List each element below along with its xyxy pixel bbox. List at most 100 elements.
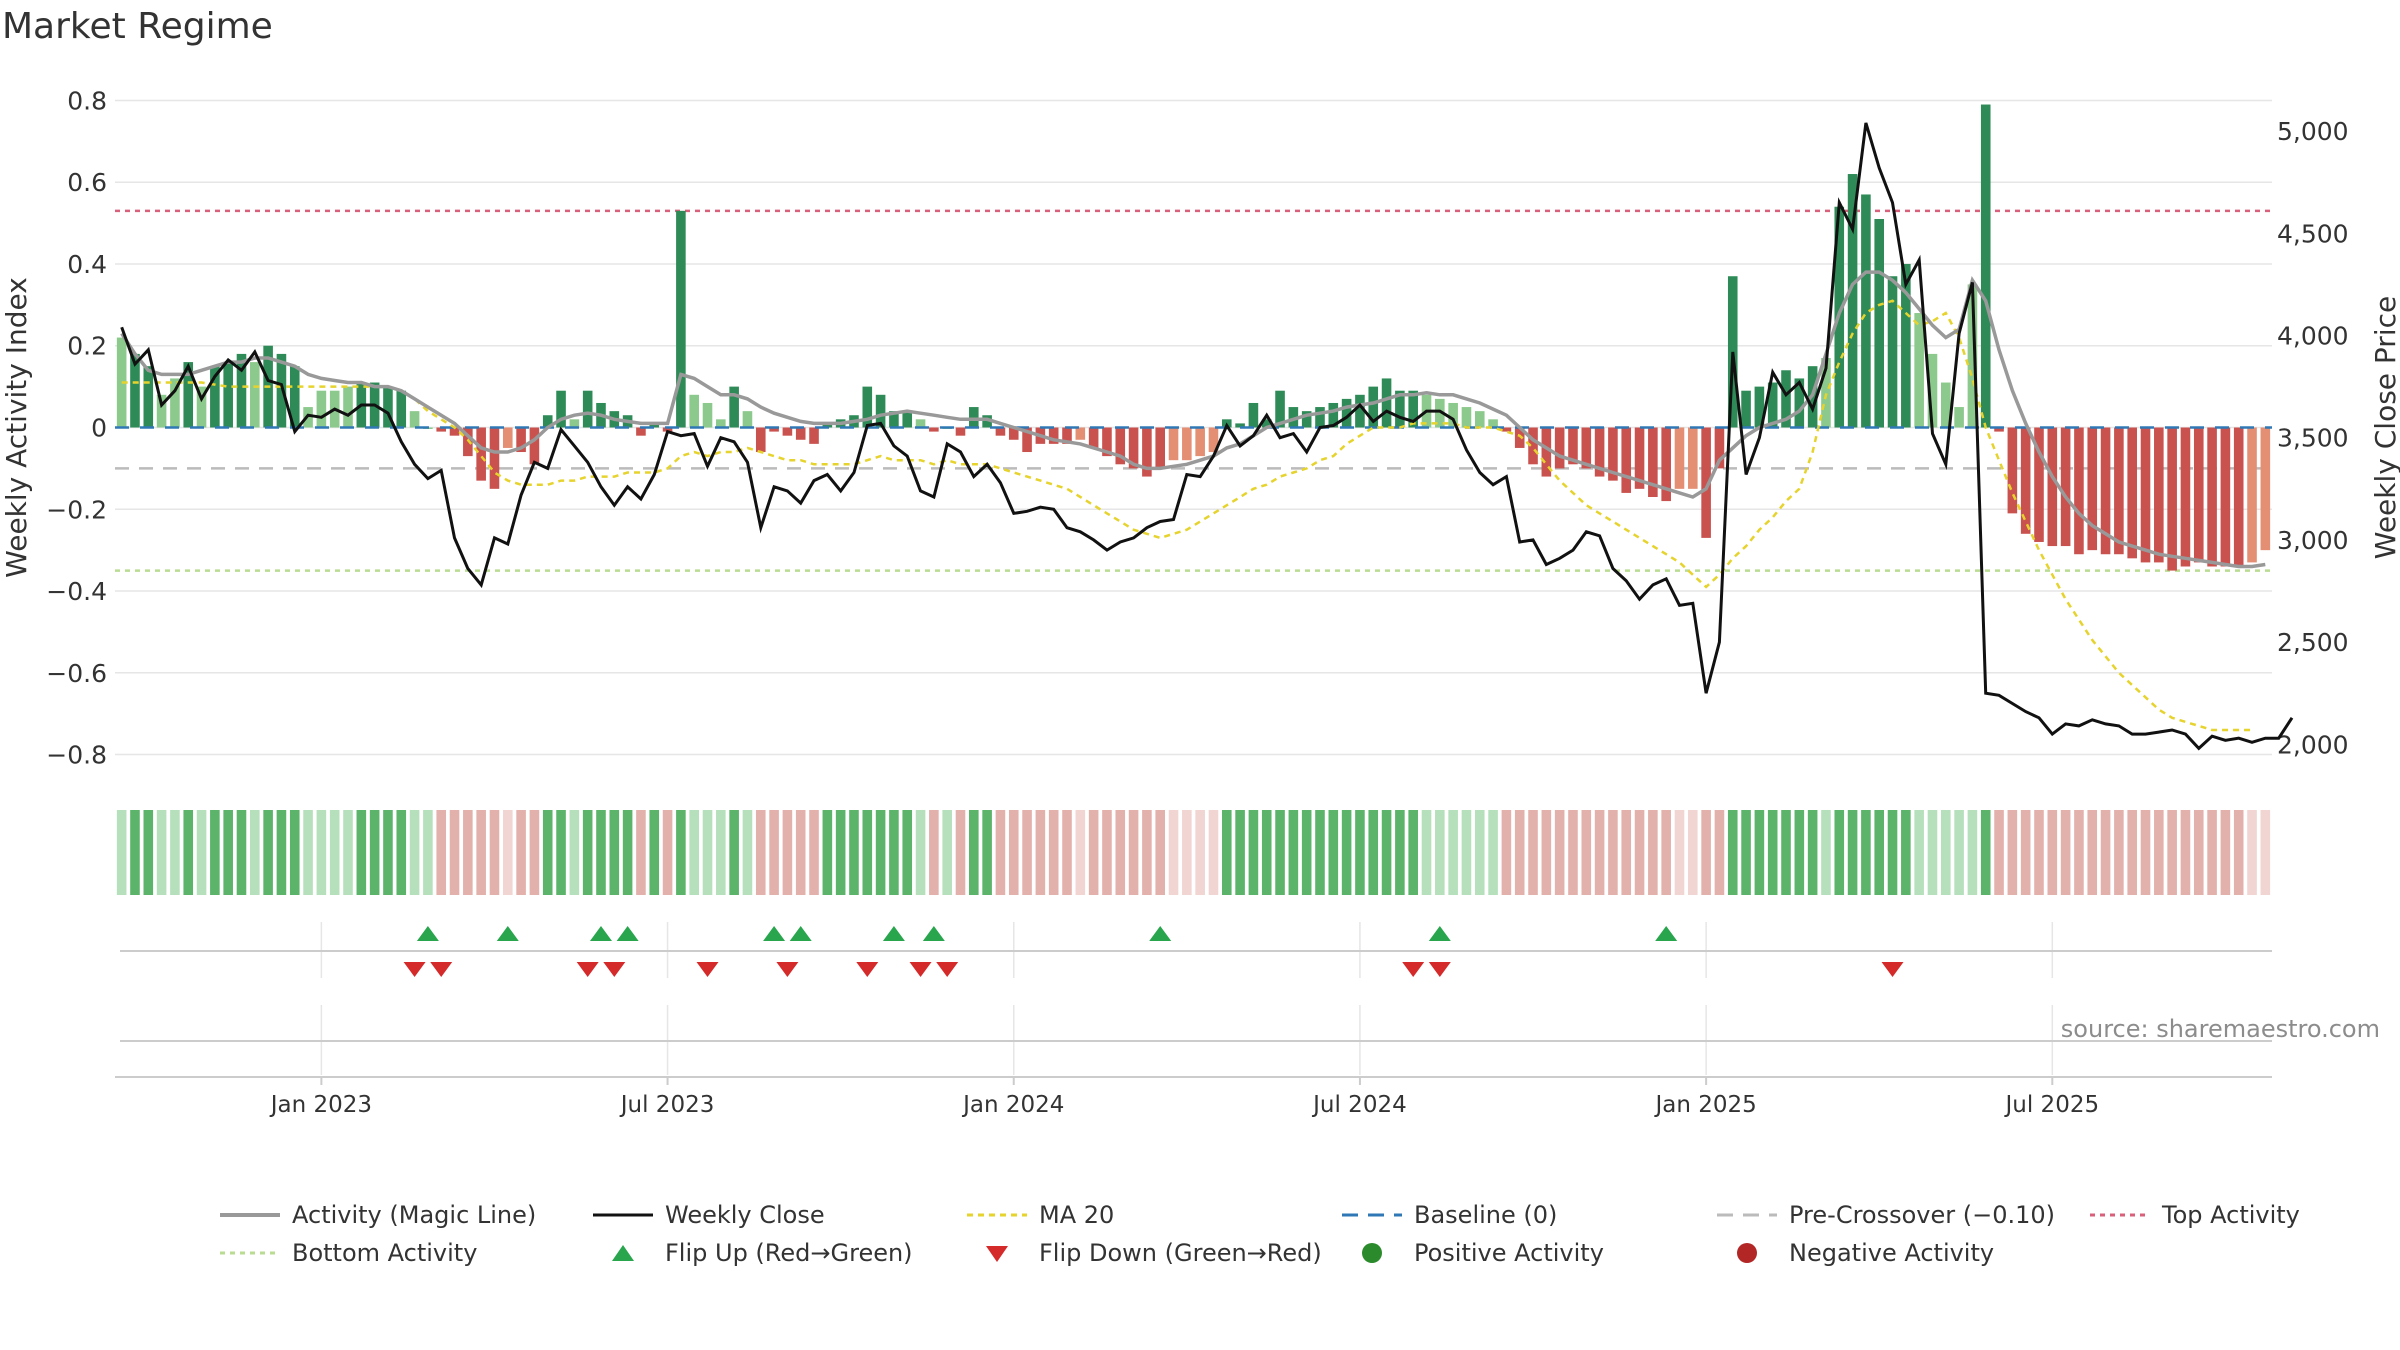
regime-ribbon-cell (1461, 810, 1472, 895)
regime-ribbon-cell (2260, 810, 2271, 895)
activity-bar (2233, 427, 2244, 567)
activity-bar (1288, 407, 1299, 428)
regime-ribbon-cell (210, 810, 220, 895)
activity-bar (1328, 402, 1339, 428)
regime-ribbon-cell (1142, 810, 1152, 895)
activity-bar (1355, 394, 1365, 428)
regime-ribbon-cell (1914, 810, 1924, 895)
regime-ribbon-cell (1381, 810, 1392, 895)
activity-bar (143, 366, 154, 428)
activity-bar (2260, 427, 2271, 551)
regime-ribbon-cell (1967, 810, 1978, 895)
regime-ribbon-cell (502, 810, 513, 895)
activity-bar (1368, 386, 1379, 428)
legend-label: Pre-Crossover (−0.10) (1789, 1201, 2056, 1229)
activity-bar (1461, 407, 1472, 428)
regime-ribbon-cell (1501, 810, 1512, 895)
activity-bar (822, 423, 833, 428)
activity-bar (1155, 427, 1166, 469)
regime-ribbon-cell (1221, 810, 1232, 895)
activity-bar (1528, 427, 1538, 465)
regime-ribbon-cell (1954, 810, 1964, 895)
activity-bar (1847, 174, 1858, 428)
regime-ribbon-cell (436, 810, 447, 895)
regime-ribbon-cell (875, 810, 886, 895)
activity-bar (1235, 423, 1245, 428)
regime-ribbon-cell (276, 810, 287, 895)
activity-bar (1901, 263, 1911, 428)
y2-tick-label: 2,500 (2277, 628, 2349, 657)
y-tick-label: −0.2 (46, 495, 107, 524)
legend-swatch-negdot (1737, 1243, 1757, 1263)
regime-ribbon-cell (1474, 810, 1485, 895)
x-tick-label: Jan 2025 (1653, 1092, 1756, 1118)
regime-ribbon-cell (636, 810, 646, 895)
activity-bar (210, 366, 220, 428)
legend-label: Flip Up (Red→Green) (665, 1239, 913, 1267)
activity-bar (1661, 427, 1671, 502)
activity-bar (1954, 407, 1964, 428)
activity-bar (1701, 427, 1711, 538)
regime-ribbon-cell (343, 810, 353, 895)
regime-ribbon-cell (889, 810, 899, 895)
x-tick-label: Jan 2023 (269, 1092, 372, 1118)
regime-ribbon-cell (1261, 810, 1272, 895)
y2-tick-label: 2,000 (2277, 730, 2349, 759)
activity-bar (1821, 358, 1831, 428)
legend-swatch-pre (1717, 1213, 1777, 1217)
regime-ribbon-cell (1901, 810, 1911, 895)
activity-bar (929, 427, 939, 432)
legend-swatch-top (2090, 1213, 2150, 1217)
regime-ribbon-cell (795, 810, 806, 895)
y-tick-label: 0 (91, 414, 107, 443)
activity-bar (2247, 427, 2257, 563)
activity-bar (1554, 427, 1565, 469)
activity-bar (1741, 390, 1751, 428)
y-tick-label: −0.4 (46, 577, 107, 606)
legend-label: Positive Activity (1414, 1239, 1604, 1267)
legend-label: Bottom Activity (292, 1239, 478, 1267)
regime-ribbon-cell (1821, 810, 1831, 895)
activity-bar (170, 378, 180, 428)
activity-bar (995, 427, 1006, 436)
y-tick-label: 0.6 (67, 168, 107, 197)
y-tick-label: 0.4 (67, 250, 107, 279)
activity-bar (1301, 411, 1312, 428)
regime-ribbon-cell (2247, 810, 2257, 895)
activity-bar (2154, 427, 2164, 563)
legend-swatch-bottom (220, 1251, 280, 1255)
activity-bar (1927, 353, 1938, 428)
activity-bar (1381, 378, 1392, 428)
y2-tick-label: 5,000 (2277, 117, 2349, 146)
flip-up-marker (922, 926, 945, 941)
activity-bar (1541, 427, 1552, 477)
activity-bar (1648, 427, 1658, 497)
activity-bar (582, 390, 593, 428)
regime-ribbon-cell (1341, 810, 1352, 895)
regime-ribbon-cell (2047, 810, 2058, 895)
regime-ribbon-cell (2060, 810, 2071, 895)
activity-bar (889, 411, 899, 428)
x-tick-label: Jul 2025 (2004, 1092, 2100, 1118)
regime-ribbon-cell (1115, 810, 1126, 895)
regime-ribbon-cell (250, 810, 260, 895)
activity-bar (1022, 427, 1032, 453)
activity-bar (2034, 427, 2044, 542)
y2-axis-label: Weekly Close Price (2369, 296, 2400, 559)
activity-bar (529, 427, 540, 465)
regime-ribbon-cell (529, 810, 540, 895)
legend-label: Negative Activity (1789, 1239, 1995, 1267)
y2-tick-label: 3,000 (2277, 526, 2349, 555)
ma20-line (121, 299, 2252, 732)
flip-down-marker (1881, 962, 1904, 977)
legend-item-bottom: Bottom Activity (220, 1236, 477, 1270)
activity-bar (1435, 398, 1445, 428)
x-tick-label: Jul 2023 (619, 1092, 715, 1118)
activity-bar (969, 407, 979, 428)
regime-ribbon-cell (1807, 810, 1818, 895)
activity-bar (2087, 427, 2098, 551)
regime-ribbon-cell (542, 810, 553, 895)
regime-ribbon-cell (1168, 810, 1179, 895)
regime-ribbon-cell (1714, 810, 1725, 895)
activity-bar (502, 427, 513, 448)
